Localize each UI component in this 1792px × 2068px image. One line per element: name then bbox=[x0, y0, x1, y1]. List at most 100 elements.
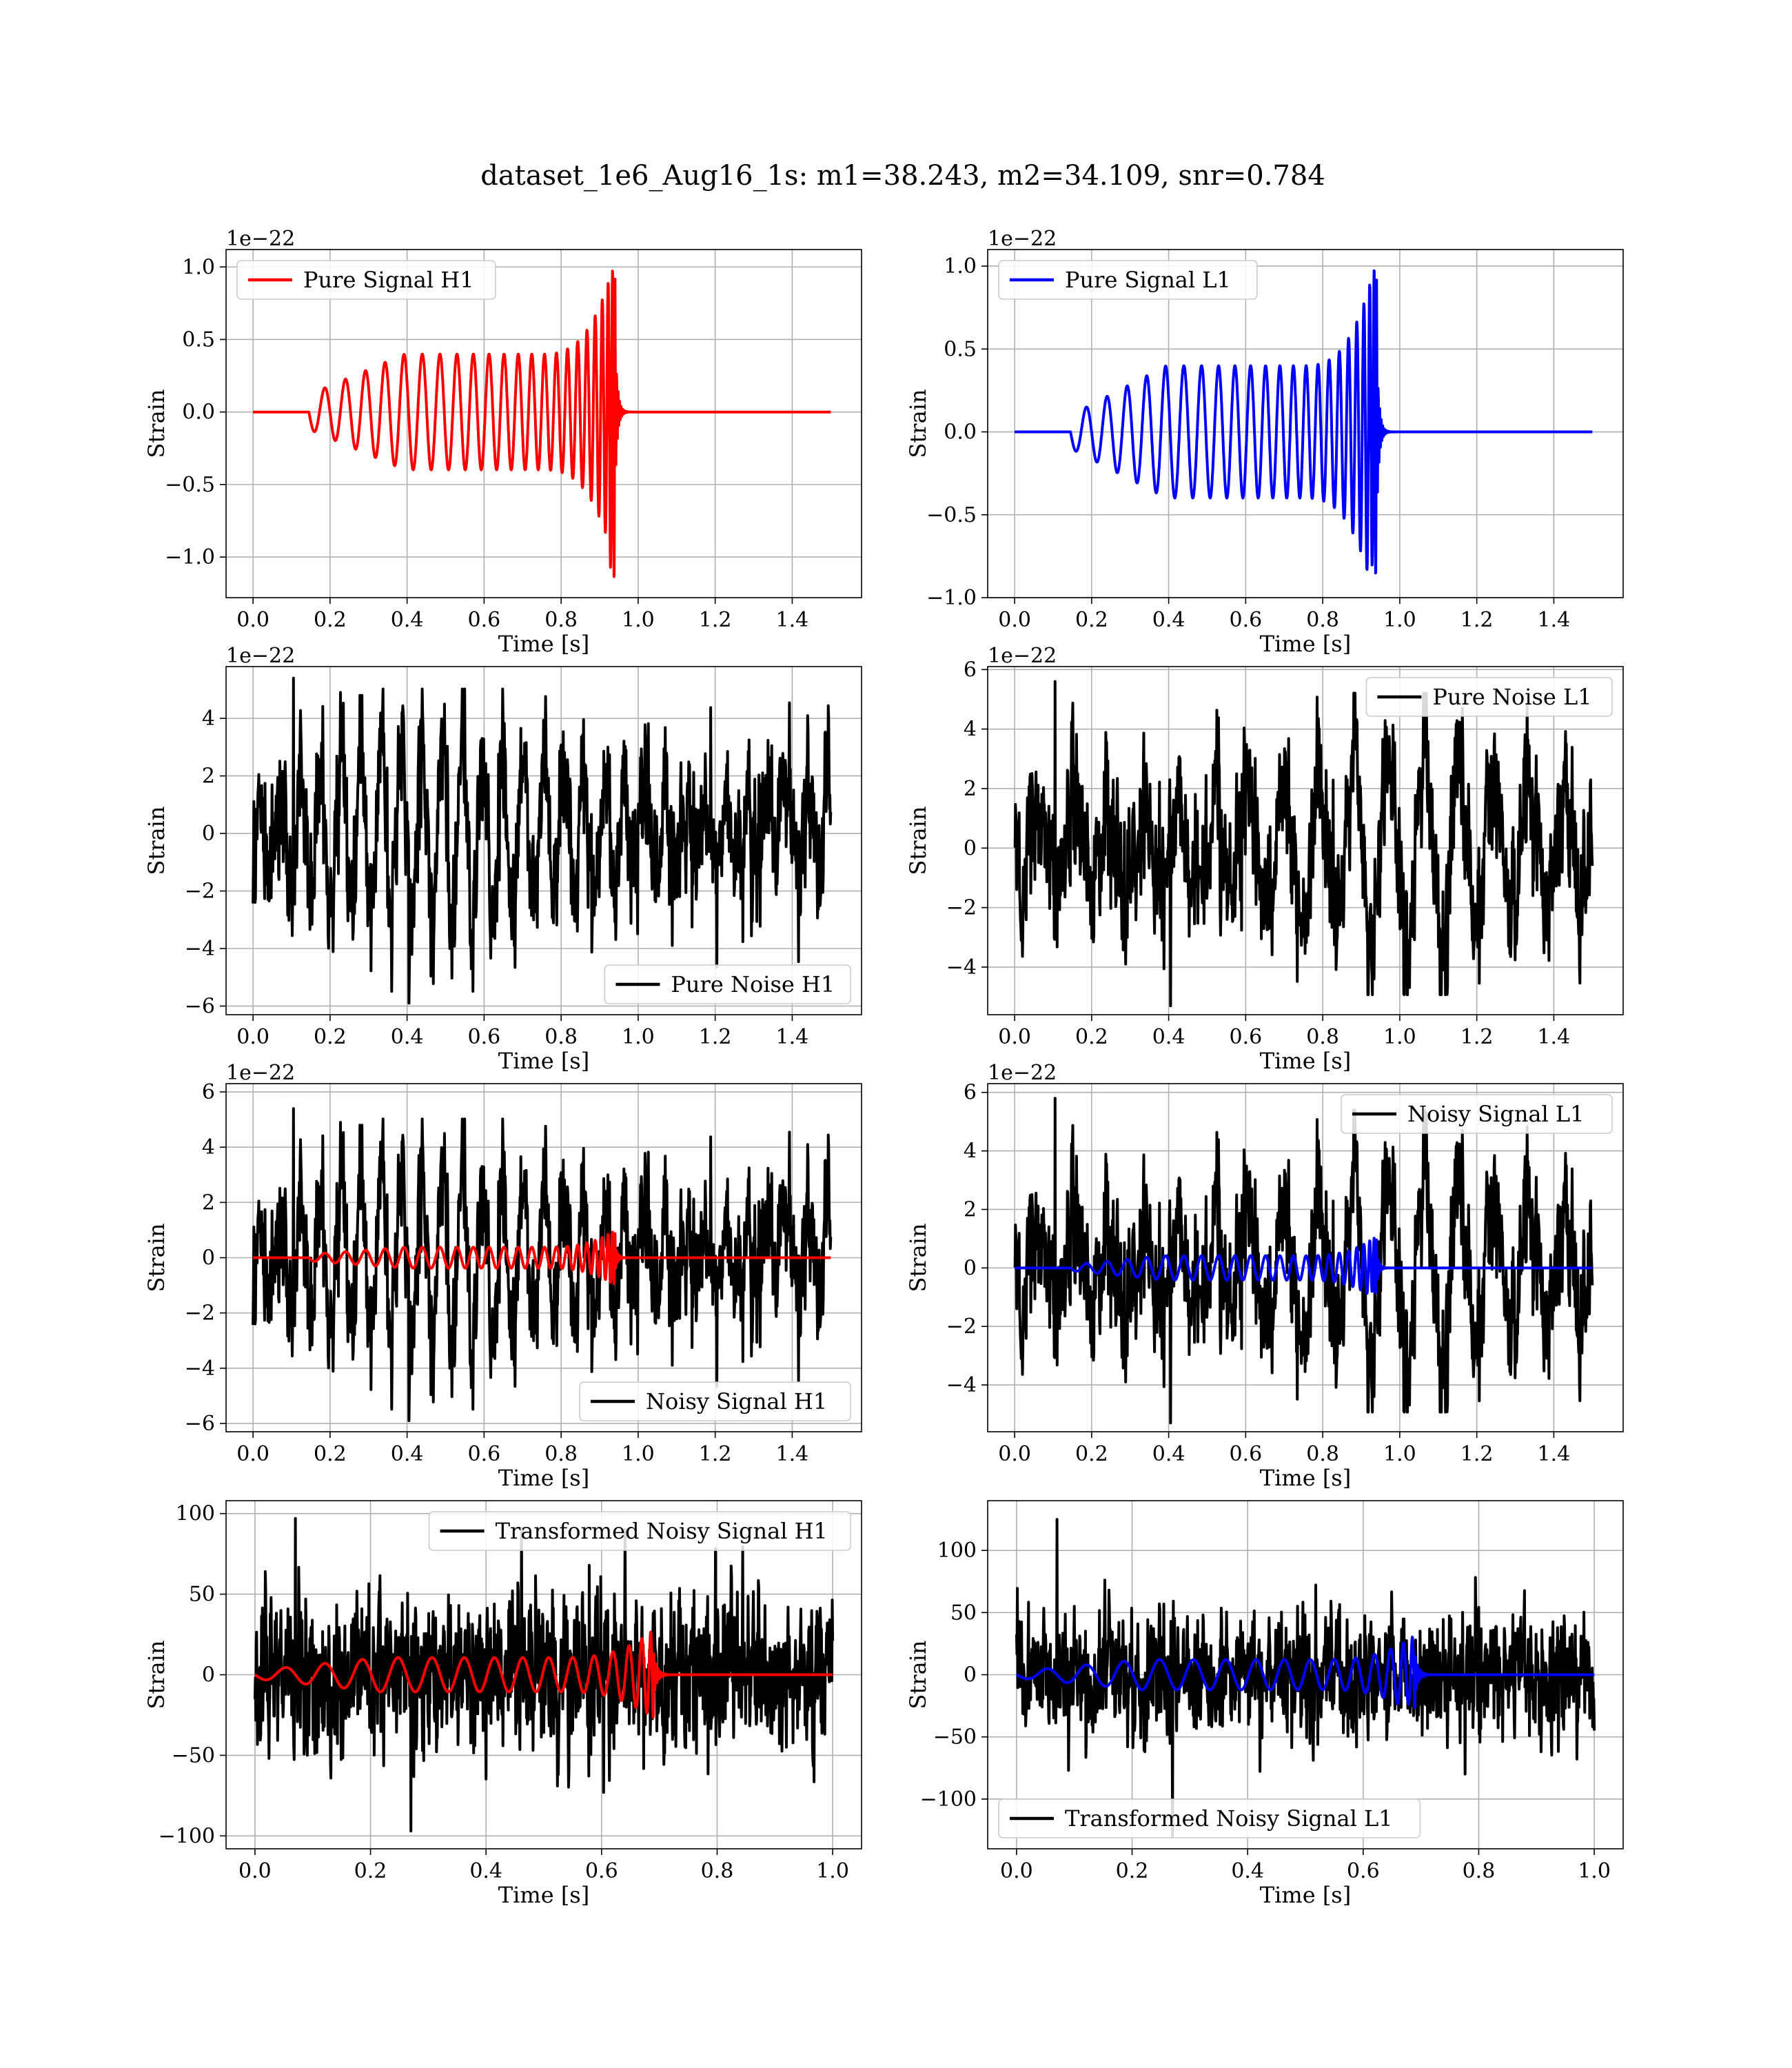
y-tick-label: −6 bbox=[185, 994, 215, 1018]
y-tick-label: 2 bbox=[202, 764, 215, 789]
legend-label: Transformed Noisy Signal L1 bbox=[1065, 1805, 1393, 1832]
y-tick-label: 2 bbox=[202, 1190, 215, 1215]
legend: Pure Noise H1 bbox=[604, 964, 851, 1004]
x-tick-label: 1.0 bbox=[622, 1025, 655, 1049]
y-tick-label: 100 bbox=[937, 1539, 977, 1563]
plot-area bbox=[988, 250, 1623, 598]
axes-frame bbox=[987, 666, 1624, 1015]
y-tick-label: 0.5 bbox=[182, 327, 215, 352]
legend-box bbox=[604, 964, 851, 1004]
x-tick-label: 0.2 bbox=[1075, 608, 1108, 632]
y-tick-label: 2 bbox=[964, 777, 977, 801]
x-tick-label: 0.0 bbox=[236, 608, 269, 632]
y-tick-label: 0 bbox=[202, 822, 215, 846]
x-axis-label: Time [s] bbox=[1260, 631, 1351, 657]
x-tick-label: 0.4 bbox=[391, 1442, 424, 1466]
y-axis-label: Strain bbox=[905, 807, 931, 875]
plot-area bbox=[226, 250, 862, 598]
x-tick-label: 0.0 bbox=[238, 1859, 272, 1883]
x-tick-label: 0.6 bbox=[468, 608, 501, 632]
series-line-pure-signal-l1 bbox=[1015, 269, 1594, 575]
x-tick-label: 0.4 bbox=[1152, 1442, 1185, 1466]
y-tick-label: −4 bbox=[946, 955, 977, 980]
legend-box bbox=[236, 260, 496, 300]
x-tick-label: 1.2 bbox=[699, 1442, 732, 1466]
x-tick-label: 0.0 bbox=[998, 1442, 1031, 1466]
series-line-noisy-signal-l1 bbox=[1013, 1097, 1594, 1425]
y-tick-label: 0 bbox=[202, 1246, 215, 1270]
axes-frame bbox=[987, 249, 1624, 598]
x-tick-label: 1.2 bbox=[1460, 1025, 1494, 1049]
y-tick-label: 0 bbox=[964, 836, 977, 860]
x-axis-label: Time [s] bbox=[498, 631, 589, 657]
x-tick-label: 0.8 bbox=[544, 1025, 578, 1049]
x-tick-label: 0.4 bbox=[391, 1025, 424, 1049]
legend: Transformed Noisy Signal L1 bbox=[998, 1798, 1421, 1838]
x-tick-label: 1.0 bbox=[622, 608, 655, 632]
y-tick-label: 6 bbox=[202, 1080, 215, 1104]
legend: Pure Signal H1 bbox=[236, 260, 496, 300]
y-tick-label: −0.5 bbox=[926, 503, 977, 527]
legend-label: Noisy Signal H1 bbox=[646, 1388, 827, 1415]
x-tick-label: 0.6 bbox=[1230, 1025, 1263, 1049]
y-offset-label: 1e−22 bbox=[988, 644, 1057, 668]
x-tick-label: 0.0 bbox=[998, 608, 1031, 632]
y-tick-label: 0.0 bbox=[944, 420, 977, 445]
y-axis-label: Strain bbox=[143, 389, 170, 458]
series-line-pure-signal-h1 bbox=[253, 270, 832, 578]
series-line-chirp bbox=[254, 1630, 834, 1719]
subplot-pure-signal-h1: 0.0 0.2 0.4 0.6 0.8 1.0 1.2 1.4 −1.0 −0.5 0.0 0.5 1.… bbox=[143, 227, 862, 657]
series-line-transformed-noisy-signal-h1 bbox=[253, 1517, 835, 1833]
y-offset-label: 1e−22 bbox=[988, 1061, 1057, 1085]
legend-box bbox=[579, 1381, 851, 1421]
x-tick-label: 0.4 bbox=[1231, 1859, 1264, 1883]
y-tick-label: −4 bbox=[185, 937, 215, 961]
y-tick-label: 0 bbox=[964, 1256, 977, 1280]
subplot-transformed-noisy-signal-l1: 0.0 0.2 0.4 0.6 0.8 1.0 −100 −50 0 50 100 Time [s] S… bbox=[905, 1500, 1624, 1908]
legend: Pure Signal L1 bbox=[998, 260, 1258, 300]
x-tick-label: 0.4 bbox=[1152, 608, 1185, 632]
y-axis-label: Strain bbox=[143, 1224, 170, 1292]
y-axis-label: Strain bbox=[905, 389, 931, 458]
x-tick-label: 0.8 bbox=[1463, 1859, 1496, 1883]
figure-suptitle: dataset_1e6_Aug16_1s: m1=38.243, m2=34.1… bbox=[480, 160, 1325, 192]
subplot-pure-noise-h1: 0.0 0.2 0.4 0.6 0.8 1.0 1.2 1.4 −6 −4 −2 0 2 4 Time [s… bbox=[143, 644, 862, 1074]
y-tick-label: −4 bbox=[946, 1373, 977, 1397]
y-tick-label: −4 bbox=[185, 1357, 215, 1381]
x-tick-label: 0.2 bbox=[314, 608, 347, 632]
x-tick-label: 0.2 bbox=[1116, 1859, 1149, 1883]
x-tick-label: 1.2 bbox=[1460, 1442, 1494, 1466]
y-tick-label: 50 bbox=[950, 1601, 977, 1625]
x-tick-label: 1.4 bbox=[1538, 608, 1571, 632]
legend-label: Pure Signal L1 bbox=[1065, 267, 1231, 293]
y-tick-label: −2 bbox=[185, 880, 215, 904]
x-tick-label: 0.8 bbox=[1306, 1025, 1339, 1049]
x-tick-label: 0.2 bbox=[1075, 1442, 1108, 1466]
x-tick-label: 0.0 bbox=[998, 1025, 1031, 1049]
y-tick-label: −2 bbox=[946, 896, 977, 920]
y-tick-label: 6 bbox=[964, 1081, 977, 1105]
x-tick-label: 1.2 bbox=[699, 1025, 732, 1049]
x-tick-label: 1.4 bbox=[1538, 1442, 1571, 1466]
x-tick-label: 0.6 bbox=[1230, 1442, 1263, 1466]
x-tick-label: 1.2 bbox=[1460, 608, 1494, 632]
x-tick-label: 0.4 bbox=[469, 1859, 502, 1883]
legend: Noisy Signal H1 bbox=[579, 1381, 851, 1421]
y-tick-label: −100 bbox=[159, 1824, 215, 1848]
legend-label: Noisy Signal L1 bbox=[1407, 1101, 1585, 1127]
x-tick-label: 0.2 bbox=[314, 1442, 347, 1466]
x-tick-label: 1.2 bbox=[699, 608, 732, 632]
x-tick-label: 0.8 bbox=[1306, 608, 1339, 632]
y-axis-label: Strain bbox=[905, 1641, 931, 1710]
legend-label: Pure Noise L1 bbox=[1432, 684, 1591, 710]
y-tick-label: 0.5 bbox=[944, 337, 977, 361]
legend-box bbox=[428, 1511, 851, 1551]
x-tick-label: 1.0 bbox=[622, 1442, 655, 1466]
x-tick-label: 0.8 bbox=[544, 608, 578, 632]
x-axis-label: Time [s] bbox=[498, 1048, 589, 1074]
legend-box bbox=[1365, 677, 1613, 717]
y-axis-label: Strain bbox=[143, 807, 170, 875]
y-tick-label: −50 bbox=[933, 1725, 977, 1750]
y-offset-label: 1e−22 bbox=[226, 1061, 295, 1085]
